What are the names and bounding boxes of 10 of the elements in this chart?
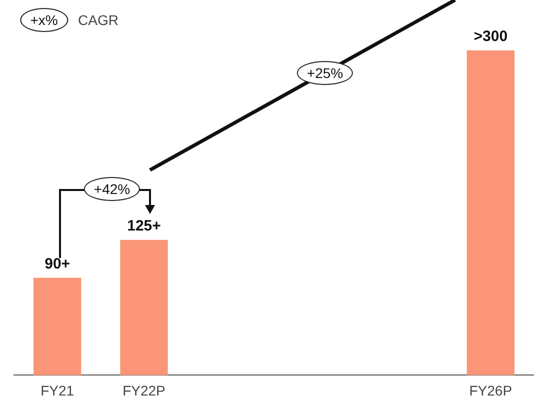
x-tick-label: FY21 [40, 382, 74, 398]
annotation: +42% [84, 177, 140, 201]
x-tick-label: FY26P [469, 382, 512, 398]
text: CAGR [78, 12, 118, 28]
data-label: >300 [474, 28, 508, 45]
annotation: +25% [296, 61, 354, 85]
text: +x% [20, 8, 68, 32]
x-tick-label: FY22P [122, 382, 166, 398]
data-label: 90+ [44, 255, 70, 272]
data-label: 125+ [127, 217, 162, 234]
